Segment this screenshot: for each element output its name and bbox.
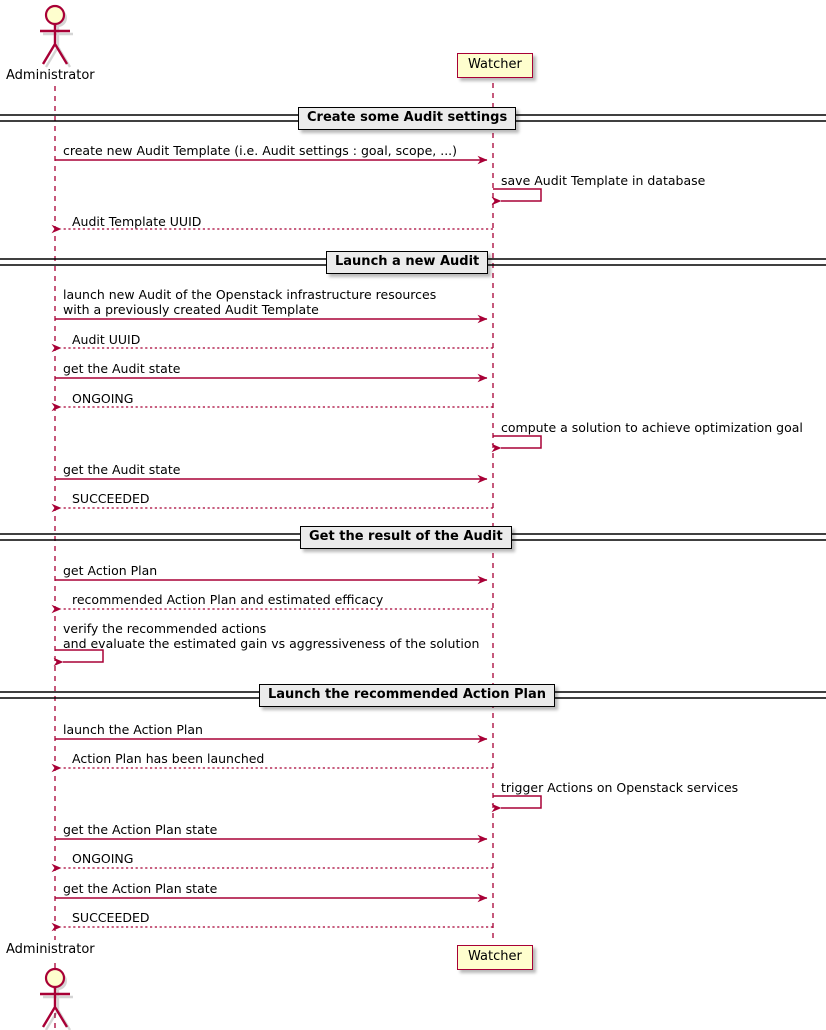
message-label-msg-12: recommended Action Plan and estimated ef… xyxy=(72,592,384,607)
message-label-msg-4-line1: launch new Audit of the Openstack infras… xyxy=(63,287,437,302)
actor-label-administrator-top: Administrator xyxy=(6,68,95,83)
divider-title-2: Launch a new Audit xyxy=(326,251,489,274)
message-label-msg-17: get the Action Plan state xyxy=(63,822,218,837)
message-label-msg-3: Audit Template UUID xyxy=(72,214,202,229)
message-label-msg-4-line2: with a previously created Audit Template xyxy=(63,302,319,317)
message-arrow-msg-16 xyxy=(491,795,542,813)
message-label-msg-8: compute a solution to achieve optimizati… xyxy=(501,420,803,435)
message-arrow-msg-13 xyxy=(53,649,104,667)
message-label-msg-19: get the Action Plan state xyxy=(63,881,218,896)
message-label-msg-13-line1: verify the recommended actions xyxy=(63,621,267,636)
message-label-msg-20: SUCCEEDED xyxy=(72,910,150,925)
message-label-msg-7: ONGOING xyxy=(72,391,134,406)
message-label-msg-18: ONGOING xyxy=(72,851,134,866)
participant-box-watcher-bottom[interactable]: Watcher xyxy=(457,945,533,970)
divider-title-4: Launch the recommended Action Plan xyxy=(259,684,556,707)
message-label-msg-10: SUCCEEDED xyxy=(72,491,150,506)
message-label-msg-11: get Action Plan xyxy=(63,563,158,578)
message-arrow-msg-8 xyxy=(491,435,542,453)
message-label-msg-16: trigger Actions on Openstack services xyxy=(501,780,739,795)
message-arrow-msg-2 xyxy=(491,188,542,206)
message-label-msg-2: save Audit Template in database xyxy=(501,173,706,188)
message-label-msg-1: create new Audit Template (i.e. Audit se… xyxy=(63,143,458,158)
message-label-msg-5: Audit UUID xyxy=(72,332,141,347)
actor-label-administrator-bottom: Administrator xyxy=(6,942,95,957)
actor-administrator-top xyxy=(40,4,73,68)
message-label-msg-15: Action Plan has been launched xyxy=(72,751,265,766)
message-label-msg-6: get the Audit state xyxy=(63,361,181,376)
message-label-msg-13-line2: and evaluate the estimated gain vs aggre… xyxy=(63,636,480,651)
actor-administrator-bottom xyxy=(40,967,73,1030)
divider-title-3: Get the result of the Audit xyxy=(300,526,512,549)
message-label-msg-14: launch the Action Plan xyxy=(63,722,203,737)
divider-title-1: Create some Audit settings xyxy=(298,107,517,130)
participant-box-watcher-top[interactable]: Watcher xyxy=(457,53,533,78)
message-label-msg-9: get the Audit state xyxy=(63,462,181,477)
